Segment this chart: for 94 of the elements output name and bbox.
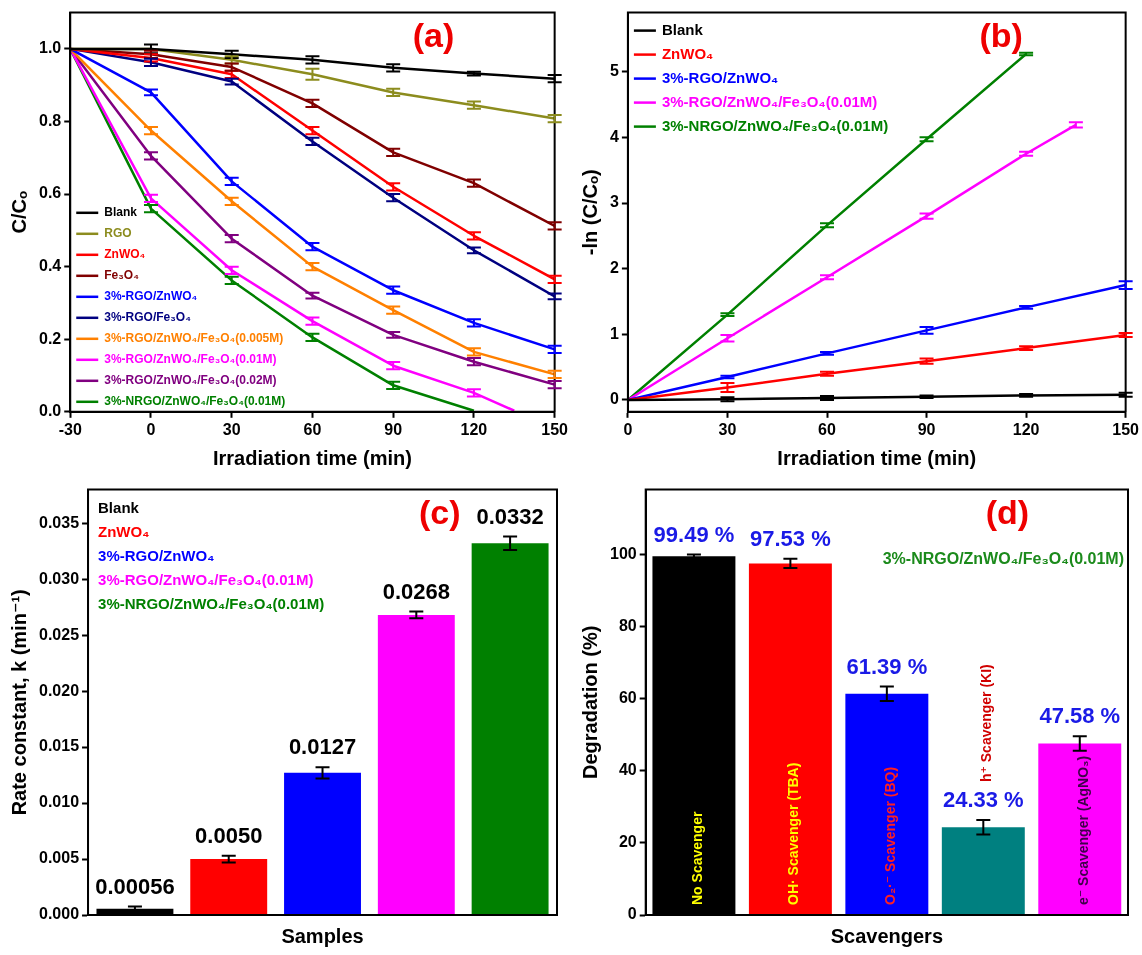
x-tick-label: 150 [541,420,569,438]
y-tick-label: 20 [618,833,637,851]
data-label: 0.0268 [382,578,450,604]
bar [284,772,361,915]
x-tick-label: 90 [384,420,403,438]
legend-label: Blank [661,20,704,38]
annotation: 3%-NRGO/ZnWO₄/Fe₃O₄(0.01M) [882,550,1124,568]
legend-label: Blank [104,205,138,220]
x-tick-label: 60 [818,420,836,438]
annotation: Blank [98,499,140,517]
bar [471,543,549,915]
data-label: 0.0332 [476,503,544,529]
category-label: No Scavenger [688,811,705,905]
y-tick-label: 4 [609,127,619,145]
legend-label: ZnWO₄ [104,247,146,262]
bar [190,859,268,915]
data-label: 47.58 % [1039,703,1121,729]
y-axis-title: Rate constant, k (min⁻¹) [7,589,30,816]
y-tick-label: 0 [609,390,619,408]
y-tick-label: 1.0 [38,39,62,57]
y-axis-title: -ln (C/Cₒ) [578,169,601,256]
y-tick-label: 3 [609,193,619,211]
legend-label: 3%-RGO/Fe₃O₄ [104,310,192,325]
annotation: ZnWO₄ [98,523,150,541]
x-tick-label: 150 [1112,420,1140,438]
legend-label: ZnWO₄ [661,44,714,62]
chart-title: (b) [979,15,1023,54]
y-tick-label: 5 [609,62,619,80]
annotation: 3%-RGO/ZnWO₄ [98,547,215,565]
legend-label: 3%-RGO/ZnWO₄/Fe₃O₄(0.02M) [104,373,277,388]
y-tick-label: 0 [627,905,637,923]
y-tick-label: 0.005 [38,849,80,867]
y-tick-label: 60 [618,689,637,707]
y-tick-label: 0.8 [38,111,62,129]
y-tick-label: 0.0 [38,402,62,420]
legend-label: Fe₃O₄ [104,268,140,283]
x-axis-title: Scavengers [830,924,943,947]
y-tick-label: 1 [609,324,619,342]
y-tick-label: 0.035 [38,513,80,531]
legend-label: 3%-RGO/ZnWO₄/Fe₃O₄(0.01M) [661,92,878,110]
annotation: 3%-RGO/ZnWO₄/Fe₃O₄(0.01M) [98,571,314,589]
data-label: 24.33 % [942,787,1024,813]
bar [377,614,455,915]
x-tick-label: 0 [146,420,156,438]
legend-label: 3%-RGO/ZnWO₄/Fe₃O₄(0.005M) [104,331,284,346]
y-tick-label: 0.020 [38,681,80,699]
category-label: h⁺ Scavenger (KI) [978,664,995,783]
x-tick-label: 90 [917,420,936,438]
data-label: 97.53 % [750,525,831,551]
legend-label: 3%-RGO/ZnWO₄ [661,68,779,86]
annotation: 3%-NRGO/ZnWO₄/Fe₃O₄(0.01M) [98,595,325,613]
category-label: OH· Scavenger (TBA) [785,762,802,905]
chart-title: (c) [418,492,461,531]
x-axis-title: Samples [281,924,364,947]
bar [748,563,832,915]
x-tick-label: 120 [460,420,488,438]
category-label: O₂·⁻ Scavenger (BQ) [881,766,898,905]
chart-title: (d) [985,492,1030,531]
legend-label: 3%-RGO/ZnWO₄/Fe₃O₄(0.01M) [104,352,277,367]
x-tick-label: -30 [58,420,82,438]
x-axis-title: Irradiation time (min) [212,446,412,469]
legend-label: RGO [104,226,132,241]
category-label: e⁻ Scavenger (AgNO₃) [1074,755,1091,905]
legend-label: 3%-RGO/ZnWO₄ [104,289,198,304]
bar [1038,743,1122,915]
legend-label: 3%-NRGO/ZnWO₄/Fe₃O₄(0.01M) [661,116,889,134]
y-axis-title: C/Cₒ [7,190,30,234]
y-axis-title: Degradation (%) [578,625,601,779]
data-label: 61.39 % [846,653,928,679]
data-label: 0.0127 [288,734,357,760]
y-tick-label: 0.6 [38,184,62,202]
y-tick-label: 80 [618,617,637,634]
y-tick-label: 0.4 [38,257,62,275]
y-tick-label: 0.000 [38,905,80,923]
x-tick-label: 60 [303,420,322,438]
bar [941,827,1025,915]
y-tick-label: 100 [609,544,637,562]
y-tick-label: 0.010 [38,793,80,811]
x-tick-label: 120 [1012,420,1040,438]
legend-label: 3%-NRGO/ZnWO₄/Fe₃O₄(0.01M) [104,394,286,409]
bar [845,693,929,915]
y-tick-label: 0.025 [38,625,80,643]
data-label: 99.49 % [653,521,735,547]
x-tick-label: 30 [222,420,241,438]
chart-title: (a) [412,15,455,54]
data-label: 0.0050 [195,822,263,848]
y-tick-label: 0.2 [38,329,62,347]
y-tick-label: 40 [618,761,637,779]
y-tick-label: 0.030 [38,569,80,587]
x-tick-label: 30 [718,420,737,438]
x-axis-title: Irradiation time (min) [777,446,977,469]
y-tick-label: 0.015 [38,737,80,755]
data-label: 0.00056 [95,873,175,899]
y-tick-label: 2 [609,259,619,277]
